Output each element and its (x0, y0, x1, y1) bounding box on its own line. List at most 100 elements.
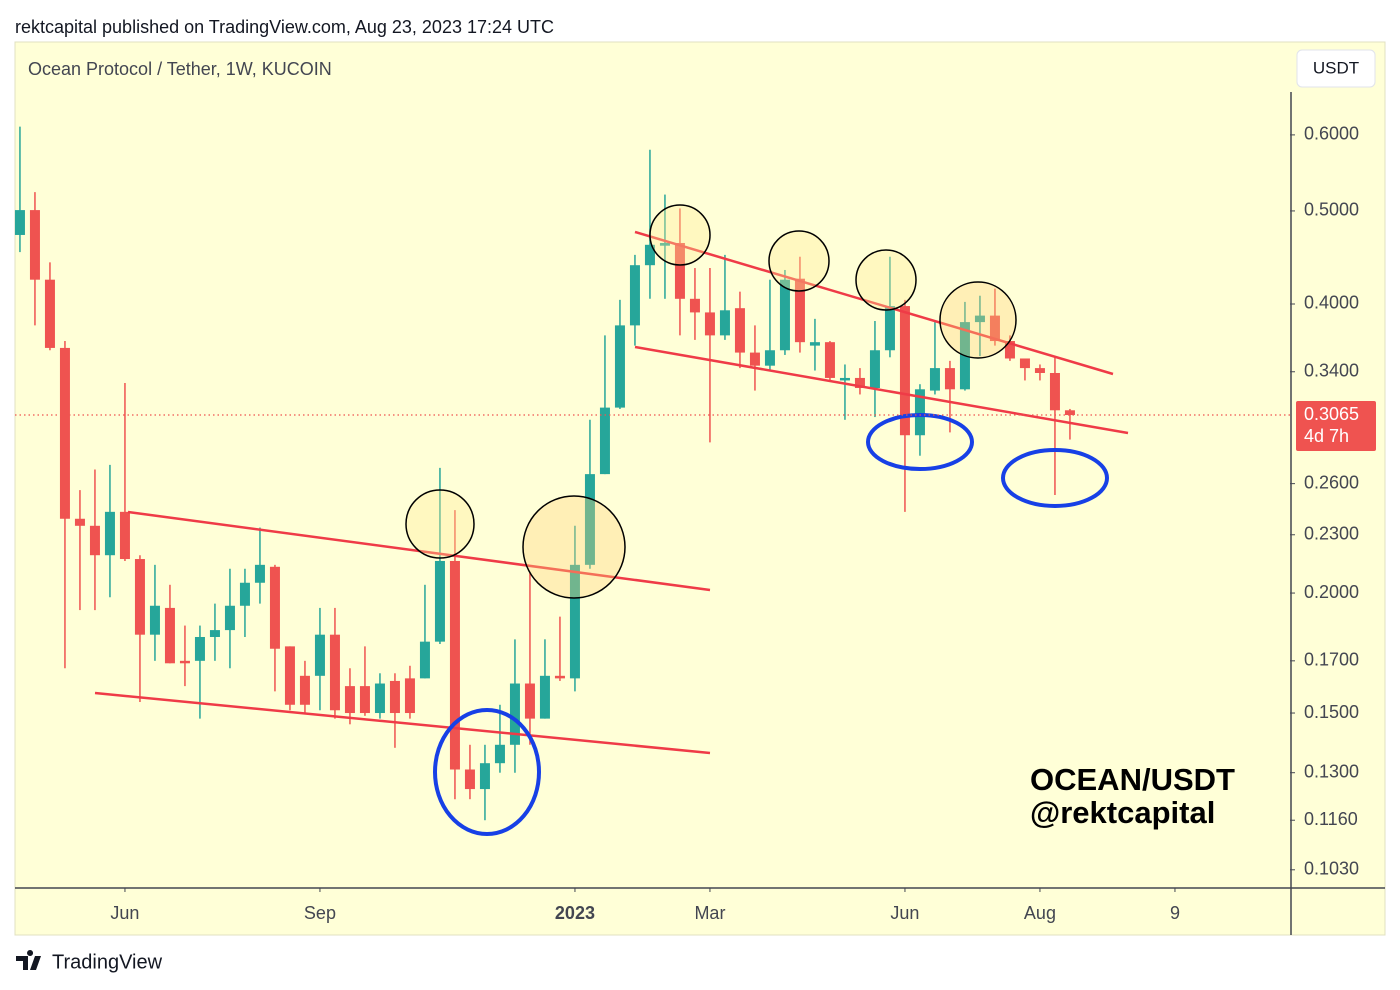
candle-body (794, 278, 805, 343)
candle-body (569, 564, 580, 679)
candle-body (704, 312, 715, 336)
brand: TradingView (52, 951, 163, 973)
candle-body (974, 315, 985, 323)
y-tick-label: 0.6000 (1304, 124, 1359, 144)
candle-body (494, 744, 505, 764)
candle-body (749, 352, 760, 366)
y-tick-label: 0.1500 (1304, 702, 1359, 722)
x-tick-label: Aug (1024, 903, 1056, 923)
candle-body (1034, 368, 1045, 373)
candle-body (269, 566, 280, 649)
y-tick-label: 0.4000 (1304, 293, 1359, 313)
candle-body (74, 518, 85, 526)
candle-body (344, 686, 355, 714)
support-ellipse (1001, 448, 1109, 508)
candle-body (944, 368, 955, 390)
candle-body (119, 511, 130, 560)
candle-body (404, 678, 415, 714)
last-price-label: 0.3065 (1304, 404, 1359, 424)
candle-body (329, 634, 340, 711)
candle-body (614, 325, 625, 408)
highlight-circle (405, 489, 475, 559)
candle-body (854, 377, 865, 389)
x-tick-label: Mar (694, 903, 725, 923)
candle-body (539, 675, 550, 719)
candle-body (779, 279, 790, 351)
chart-title: Ocean Protocol / Tether, 1W, KUCOIN (28, 59, 332, 79)
chart-panel (14, 41, 1386, 936)
y-tick-label: 0.1160 (1304, 809, 1358, 829)
candle-body (194, 636, 205, 661)
candle-body (734, 308, 745, 353)
x-tick-label: 2023 (555, 903, 595, 923)
highlight-circle (939, 281, 1017, 359)
candle-body (659, 242, 670, 246)
candle-body (629, 265, 640, 326)
highlight-circle (649, 204, 711, 266)
candle-body (914, 389, 925, 436)
x-tick-label: Jun (890, 903, 919, 923)
candle-body (284, 646, 295, 705)
candle-body (239, 582, 250, 606)
candle-body (869, 350, 880, 389)
currency[interactable]: USDT (1313, 58, 1359, 77)
candle-body (29, 210, 40, 280)
candle-body (644, 244, 655, 266)
x-tick-label: Jun (110, 903, 139, 923)
y-tick-label: 0.1300 (1304, 761, 1359, 781)
candle-body (674, 242, 685, 299)
highlight-circle (522, 495, 626, 599)
watermark: @rektcapital (1030, 795, 1215, 830)
support-ellipse (433, 708, 541, 836)
countdown-label: 4d 7h (1304, 426, 1349, 446)
highlight-circle (768, 230, 830, 292)
candle-body (899, 306, 910, 436)
candle-body (434, 560, 445, 642)
y-tick-label: 0.5000 (1304, 200, 1359, 220)
y-tick-label: 0.1700 (1304, 650, 1359, 670)
candle-body (134, 559, 145, 635)
candle-body (374, 683, 385, 714)
axes: 0.6000 0.5000 0.4000 0.3400 0.2600 0.2300 0.20… (15, 124, 1376, 923)
candle-body (554, 675, 565, 679)
candle-body (524, 683, 535, 719)
candle-body (314, 634, 325, 676)
candle-body (1064, 410, 1075, 416)
candle-body (14, 210, 25, 235)
candle-body (89, 525, 100, 556)
trendline (94, 691, 711, 755)
last-price-box (1296, 401, 1376, 452)
candle-body (104, 511, 115, 556)
candle-body (254, 564, 265, 583)
candle-body (1004, 341, 1015, 359)
y-tick-label: 0.1030 (1304, 859, 1359, 879)
y-tick-label: 0.2600 (1304, 472, 1359, 492)
candle-body (479, 763, 490, 790)
candle-body (764, 350, 775, 366)
candle-body (509, 683, 520, 745)
candle-body (839, 377, 850, 381)
candle-body (59, 347, 70, 519)
candle-body (419, 641, 430, 679)
candle-body (224, 605, 235, 631)
candle-body (929, 368, 940, 391)
header: rektcapital published on TradingView.com… (15, 17, 554, 37)
candle-body (584, 474, 595, 565)
candle-body (1049, 372, 1060, 411)
candle-body (164, 607, 175, 664)
candle-body (599, 407, 610, 475)
currency-button[interactable] (1296, 49, 1376, 88)
trendline (634, 345, 1129, 435)
candle-body (689, 298, 700, 313)
y-tick-label: 0.2300 (1304, 524, 1359, 544)
y-tick-label: 0.2000 (1304, 582, 1359, 602)
candle-body (824, 342, 835, 378)
candle-body (809, 342, 820, 346)
watermark: OCEAN/USDT (1030, 762, 1235, 797)
x-tick-label: Sep (304, 903, 336, 923)
candle-body (209, 630, 220, 637)
candle-body (149, 605, 160, 635)
candle-body (179, 660, 190, 664)
